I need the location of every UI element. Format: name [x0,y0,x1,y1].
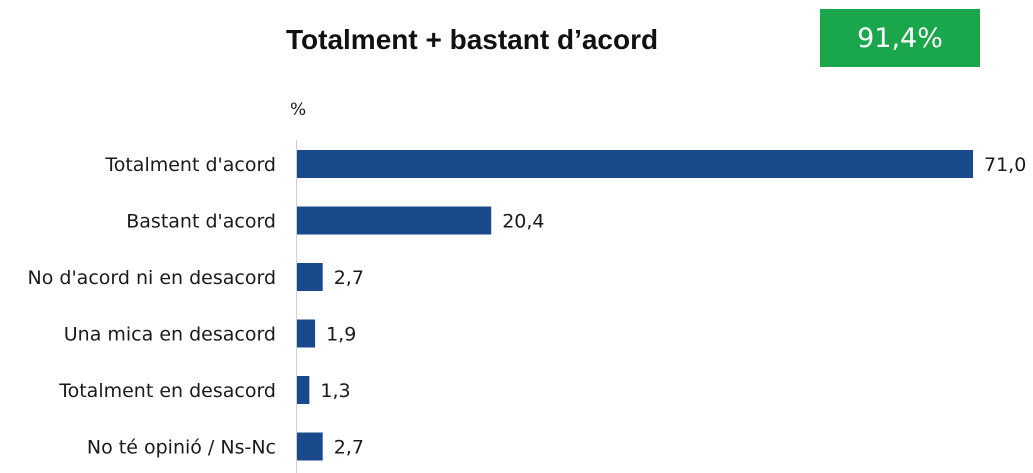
value-label: 2,7 [334,267,364,289]
category-label: No té opinió / Ns-Nc [87,437,276,459]
summary-badge: 91,4% [820,9,980,67]
category-label: Totalment d'acord [104,154,276,176]
bars-group: Totalment d'acord 71,0 Bastant d'acord 20,4… [28,150,1026,461]
value-label: 71,0 [984,154,1026,176]
bar [297,206,492,235]
bar [297,376,310,404]
value-label: 1,3 [320,380,350,402]
bar [297,319,316,348]
value-label: 2,7 [334,437,364,459]
bar [297,432,323,461]
unit-label: % [290,100,306,120]
bar [297,150,973,178]
value-label: 1,9 [326,324,356,346]
bar [297,263,323,291]
category-label: Totalment en desacord [58,380,276,402]
category-label: Bastant d'acord [126,211,276,233]
category-label: Una mica en desacord [64,324,276,346]
value-label: 20,4 [502,211,544,233]
category-label: No d'acord ni en desacord [28,267,276,289]
chart-title: Totalment + bastant d’acord [286,24,659,55]
